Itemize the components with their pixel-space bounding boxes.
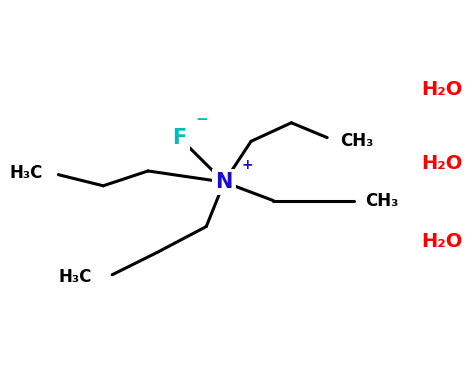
Text: CH₃: CH₃ xyxy=(341,132,374,150)
Text: H₂O: H₂O xyxy=(421,232,463,251)
Text: −: − xyxy=(195,112,208,127)
Text: H₂O: H₂O xyxy=(421,80,463,99)
Text: CH₃: CH₃ xyxy=(365,192,399,210)
Text: +: + xyxy=(241,158,253,172)
Text: F: F xyxy=(172,128,186,147)
Text: H₃C: H₃C xyxy=(9,164,43,182)
Text: H₂O: H₂O xyxy=(421,154,463,173)
Text: N: N xyxy=(216,172,233,192)
Text: H₃C: H₃C xyxy=(59,268,92,286)
